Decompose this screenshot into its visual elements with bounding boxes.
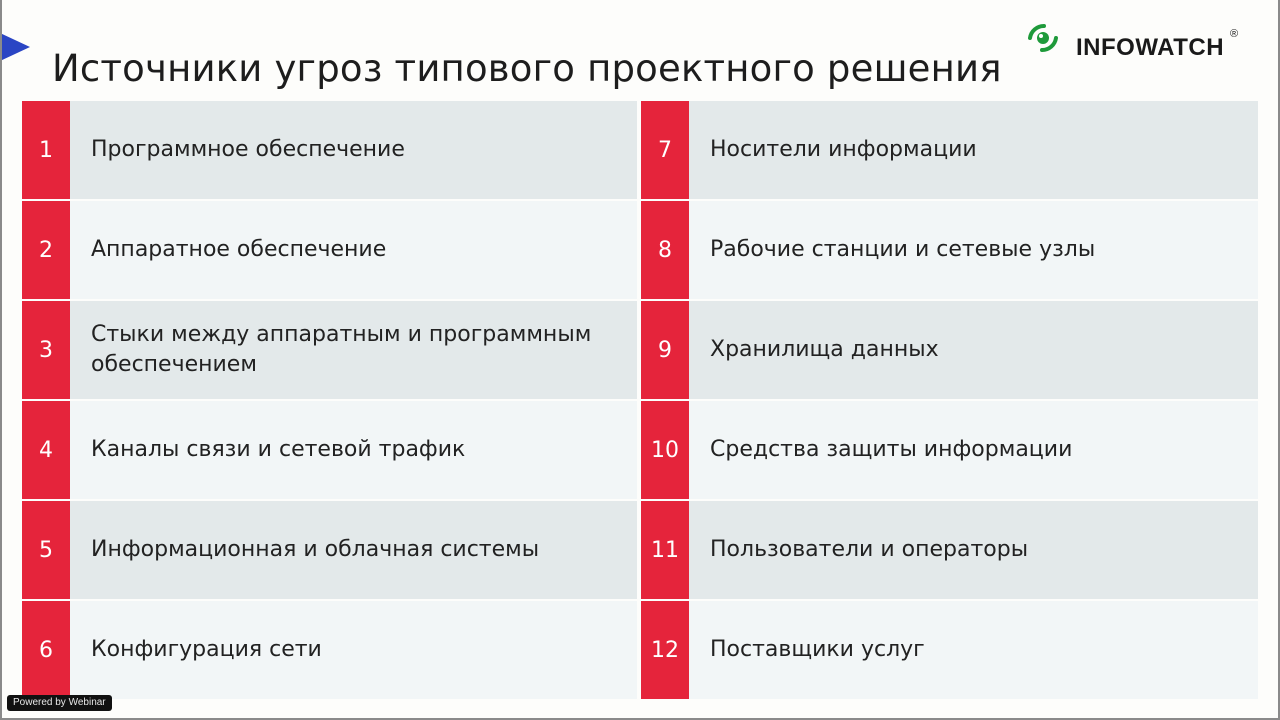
item-number: 2 (22, 201, 70, 299)
registered-mark: ® (1230, 28, 1239, 40)
item-number: 8 (641, 201, 689, 299)
item-label: Поставщики услуг (689, 601, 1258, 699)
item-number: 5 (22, 501, 70, 599)
item-label: Рабочие станции и сетевые узлы (689, 201, 1258, 299)
threat-item-6: 6 Конфигурация сети (22, 601, 637, 699)
item-number: 6 (22, 601, 70, 699)
item-number: 7 (641, 101, 689, 199)
item-label: Хранилища данных (689, 301, 1258, 399)
threat-item-8: 8 Рабочие станции и сетевые узлы (641, 201, 1258, 299)
logo-text: INFOWATCH (1076, 34, 1225, 61)
threat-item-7: 7 Носители информации (641, 101, 1258, 199)
item-number: 3 (22, 301, 70, 399)
powered-by-webinar-badge[interactable]: Powered by Webinar (7, 695, 112, 711)
item-label: Средства защиты информации (689, 401, 1258, 499)
slide-marker-arrow-icon (0, 33, 30, 61)
item-label: Информационная и облачная системы (70, 501, 637, 599)
item-label: Носители информации (689, 101, 1258, 199)
item-number: 9 (641, 301, 689, 399)
threat-item-3: 3 Стыки между аппаратным и программным о… (22, 301, 637, 399)
item-label: Конфигурация сети (70, 601, 637, 699)
threat-item-5: 5 Информационная и облачная системы (22, 501, 637, 599)
item-label: Аппаратное обеспечение (70, 201, 637, 299)
threat-item-4: 4 Каналы связи и сетевой трафик (22, 401, 637, 499)
threat-item-11: 11 Пользователи и операторы (641, 501, 1258, 599)
item-number: 10 (641, 401, 689, 499)
item-label: Программное обеспечение (70, 101, 637, 199)
threat-item-1: 1 Программное обеспечение (22, 101, 637, 199)
threat-item-2: 2 Аппаратное обеспечение (22, 201, 637, 299)
item-number: 1 (22, 101, 70, 199)
item-label: Стыки между аппаратным и программным обе… (70, 301, 637, 399)
item-label: Каналы связи и сетевой трафик (70, 401, 637, 499)
infowatch-logo: INFOWATCH ® (1026, 20, 1246, 64)
eye-logo-icon (1028, 23, 1058, 53)
threat-item-12: 12 Поставщики услуг (641, 601, 1258, 699)
threat-item-9: 9 Хранилища данных (641, 301, 1258, 399)
item-number: 11 (641, 501, 689, 599)
slide-title: Источники угроз типового проектного реше… (52, 46, 1002, 90)
item-number: 12 (641, 601, 689, 699)
threat-item-10: 10 Средства защиты информации (641, 401, 1258, 499)
item-label: Пользователи и операторы (689, 501, 1258, 599)
item-number: 4 (22, 401, 70, 499)
